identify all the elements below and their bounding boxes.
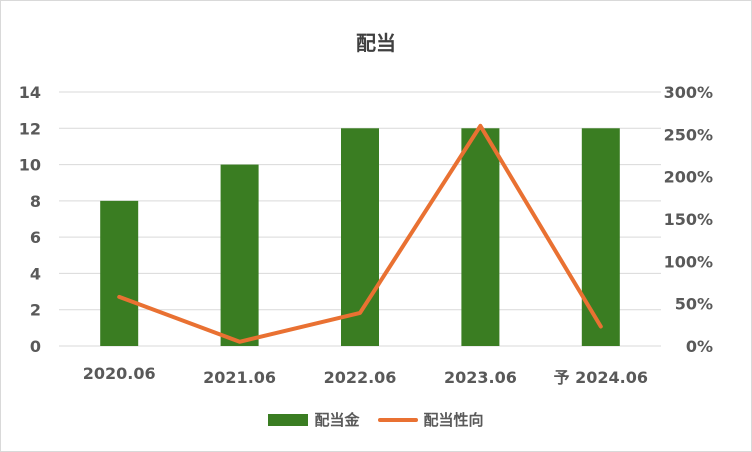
y-left-tick-label: 4	[30, 264, 41, 283]
bar	[220, 164, 259, 346]
y-left-tick-label: 2	[30, 301, 41, 320]
y-left-tick-label: 10	[19, 156, 41, 175]
bar	[100, 200, 139, 346]
y-right-tick-label: 250%	[664, 125, 713, 144]
legend-bar-swatch	[268, 413, 309, 426]
y-right-tick-label: 50%	[675, 295, 713, 314]
y-right-tick-label: 200%	[664, 168, 713, 187]
payout-ratio-line	[117, 123, 603, 344]
x-tick-label: 2021.06	[203, 368, 276, 387]
legend-label-dividend: 配当金	[314, 411, 360, 429]
y-left-tick-label: 8	[30, 192, 41, 211]
y-right-tick-label: 100%	[664, 252, 713, 271]
y-left-tick-label: 0	[30, 337, 41, 356]
y-left-tick-label: 14	[19, 83, 41, 102]
x-tick-label: 予 2024.06	[554, 368, 648, 387]
y-left-tick-label: 12	[19, 119, 41, 138]
x-tick-label: 2020.06	[83, 364, 156, 383]
bar	[461, 128, 500, 346]
y-right-tick-label: 300%	[664, 83, 713, 102]
x-tick-label: 2022.06	[324, 368, 397, 387]
y-right-tick-label: 150%	[664, 210, 713, 229]
y-left-tick-label: 6	[30, 228, 41, 247]
chart-title: 配当	[356, 31, 396, 55]
legend-item-dividend: 配当金	[268, 409, 360, 430]
legend: 配当金 配当性向	[1, 409, 751, 430]
y-right-tick-label: 0%	[686, 337, 713, 356]
bar	[581, 128, 620, 346]
legend-label-payout-ratio: 配当性向	[423, 411, 484, 429]
legend-line-swatch	[377, 417, 418, 422]
legend-item-payout-ratio: 配当性向	[377, 409, 484, 430]
x-tick-label: 2023.06	[444, 368, 517, 387]
